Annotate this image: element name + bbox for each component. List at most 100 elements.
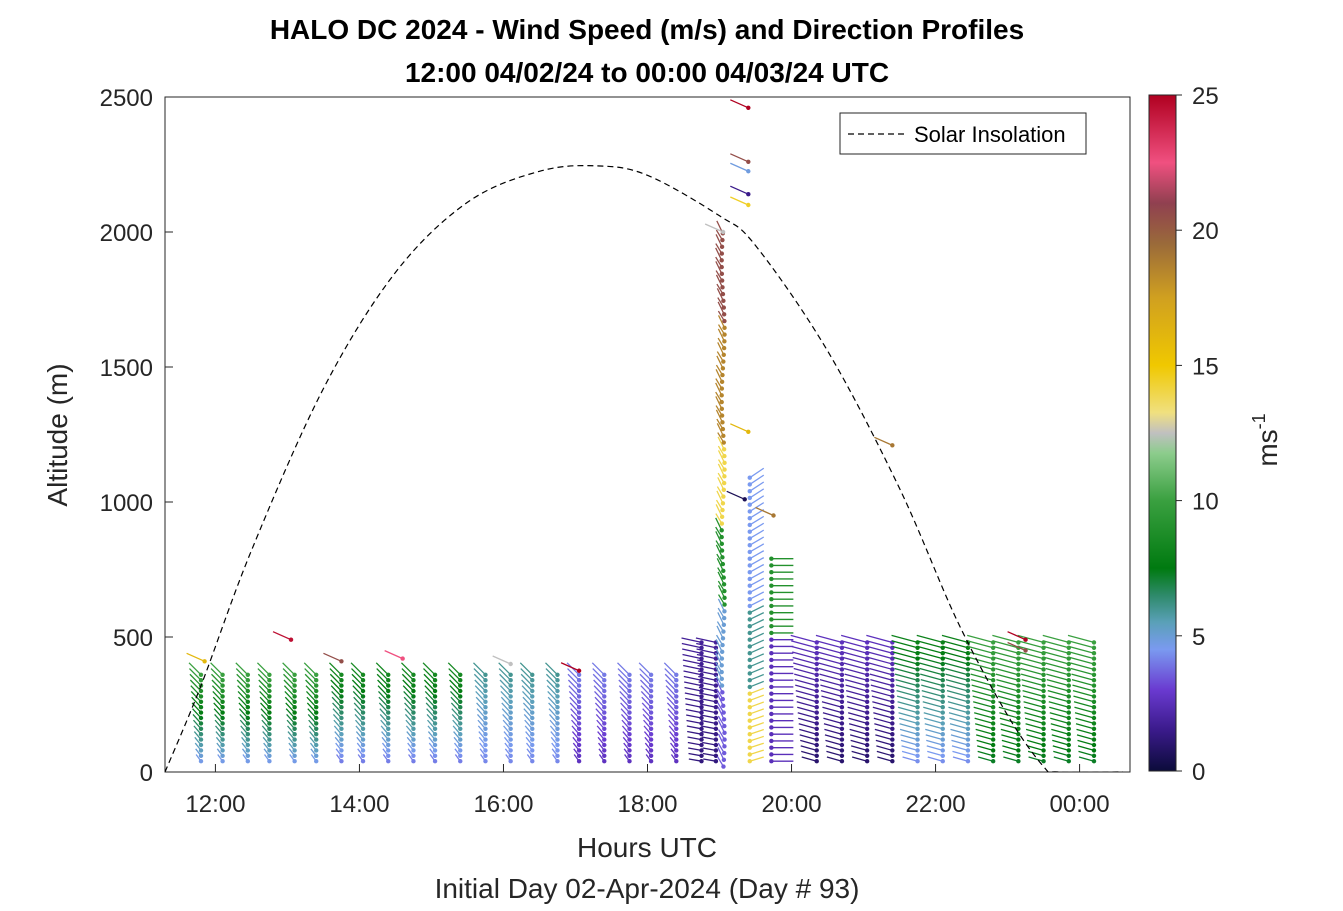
wind-barb-outlier-point	[746, 192, 751, 197]
wind-barb-stem	[696, 653, 717, 660]
wind-barb-point	[339, 688, 344, 694]
wind-barb-stem	[449, 685, 461, 697]
wind-barb-point	[722, 602, 727, 607]
wind-barb-point	[1091, 640, 1097, 645]
wind-barb-point	[674, 726, 679, 731]
wind-barb-stem	[944, 662, 969, 671]
wind-barb-point	[602, 748, 607, 753]
wind-barb-point	[814, 759, 819, 764]
wind-barb-point	[339, 672, 344, 677]
wind-barb-point	[508, 678, 513, 683]
wind-barb-point	[890, 748, 895, 753]
wind-barb-stem	[305, 691, 317, 703]
wind-barb-stem	[237, 691, 249, 703]
wind-barb-point	[530, 683, 535, 688]
wind-barb-point	[699, 667, 704, 672]
wind-barb-stem	[447, 662, 461, 676]
wind-barb-point	[699, 661, 704, 667]
wind-barb-stem	[717, 706, 725, 720]
wind-barb-stem	[801, 750, 817, 757]
wind-barb-point	[1066, 705, 1071, 710]
wind-barb-stem	[1044, 651, 1069, 660]
wind-barb-stem	[844, 673, 868, 681]
wind-barb-point	[839, 737, 845, 742]
wind-barb-point	[198, 710, 204, 715]
wind-barb-stem	[749, 742, 764, 749]
wind-barb-point	[602, 678, 607, 683]
wind-barb-stem	[331, 691, 342, 703]
wind-barb-point	[839, 753, 845, 758]
wind-barb-point	[747, 684, 752, 690]
footer-label: Initial Day 02-Apr-2024 (Day # 93)	[435, 873, 860, 904]
wind-barb-stem	[926, 745, 943, 752]
wind-barb-stem	[235, 662, 249, 676]
wind-barb-stem	[715, 679, 723, 693]
wind-barb-point	[915, 672, 920, 677]
wind-barb-point	[458, 748, 463, 753]
wind-barb-point	[890, 742, 895, 748]
wind-barb-stem	[945, 678, 969, 687]
wind-barb-point	[555, 694, 560, 699]
wind-barb-point	[1041, 688, 1046, 694]
wind-barb-point	[432, 753, 438, 758]
wind-barb-stem	[547, 696, 558, 708]
wind-barb-point	[965, 661, 971, 667]
wind-barb-point	[769, 725, 774, 730]
wind-barb-point	[198, 715, 204, 721]
chart-subtitle: 12:00 04/02/24 to 00:00 04/03/24 UTC	[405, 57, 889, 88]
wind-barb-point	[1091, 672, 1097, 677]
wind-barb-stem	[520, 668, 533, 681]
wind-barb-point	[314, 742, 319, 748]
wind-barb-point	[576, 672, 582, 677]
wind-barb-point	[530, 705, 535, 710]
wind-barb-point	[483, 672, 488, 677]
wind-barb-stem	[352, 691, 364, 703]
wind-barb-stem	[924, 723, 943, 730]
wind-barb-point	[602, 759, 607, 764]
wind-barb-stem	[303, 662, 317, 676]
wind-barb-outlier-point	[339, 659, 344, 664]
wind-barb-stem	[1027, 750, 1044, 757]
wind-barb-point	[292, 678, 297, 683]
wind-barb-stem	[999, 717, 1019, 725]
wind-barb-point	[720, 555, 725, 560]
wind-barb-point	[648, 710, 654, 715]
wind-barb-point	[555, 705, 560, 710]
wind-barb-point	[576, 753, 582, 758]
wind-barb-stem	[995, 667, 1019, 676]
wind-barb-point	[1066, 672, 1071, 677]
wind-barb-stem	[1052, 745, 1069, 752]
wind-barb-point	[530, 737, 535, 742]
wind-barb-point	[314, 732, 319, 737]
wind-barb-point	[432, 721, 438, 726]
wind-barb-point	[713, 715, 719, 721]
wind-barb-stem	[845, 690, 868, 698]
wind-barb-point	[722, 723, 727, 729]
wind-barb-point	[1041, 742, 1046, 748]
wind-barb-point	[267, 710, 272, 715]
wind-barb-point	[814, 753, 819, 758]
wind-barb-point	[747, 644, 752, 649]
wind-barb-point	[674, 705, 679, 710]
wind-barb-point	[713, 656, 719, 661]
wind-barb-stem	[1021, 684, 1044, 692]
wind-barb-point	[769, 570, 774, 575]
wind-barb-stem	[1046, 678, 1069, 687]
wind-barb-point	[1041, 672, 1046, 677]
wind-barb-stem	[377, 691, 389, 703]
wind-barb-point	[990, 726, 996, 731]
wind-barb-point	[267, 742, 272, 748]
wind-barb-point	[1091, 721, 1097, 726]
wind-barb-stem	[682, 659, 702, 665]
wind-barb-point	[360, 737, 366, 742]
wind-barb-point	[267, 699, 272, 704]
wind-barb-stem	[716, 490, 724, 504]
wind-barb-stem	[824, 734, 843, 741]
wind-barb-point	[292, 721, 297, 726]
wind-barb-point	[245, 683, 251, 688]
wind-barb-point	[747, 637, 752, 642]
y-tick-label: 1500	[100, 355, 153, 382]
wind-barb-stem	[749, 515, 765, 526]
wind-barb-point	[769, 678, 774, 683]
wind-barb-point	[940, 678, 945, 683]
